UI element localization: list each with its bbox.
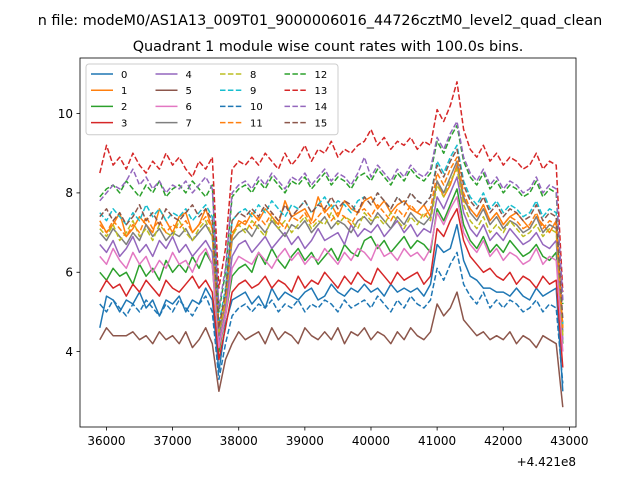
legend-label-15: 15 xyxy=(315,118,328,129)
x-tick-label: 42000 xyxy=(484,434,522,448)
series-line-11 xyxy=(99,156,564,329)
series-line-2 xyxy=(99,188,564,353)
legend-label-5: 5 xyxy=(186,86,192,97)
series-layer xyxy=(99,81,564,408)
legend-label-8: 8 xyxy=(250,70,256,81)
series-line-5 xyxy=(99,291,564,408)
series-line-14 xyxy=(99,120,564,309)
legend-label-4: 4 xyxy=(186,70,192,81)
legend-label-7: 7 xyxy=(186,118,192,129)
legend-label-13: 13 xyxy=(315,86,328,97)
series-line-0 xyxy=(99,223,564,392)
y-tick-label: 4 xyxy=(65,345,73,359)
series-line-8 xyxy=(99,168,564,336)
series-line-4 xyxy=(99,176,564,345)
legend-label-9: 9 xyxy=(250,86,256,97)
series-line-6 xyxy=(99,196,564,352)
legend-label-2: 2 xyxy=(121,102,127,113)
x-tick-label: 43000 xyxy=(550,434,588,448)
x-tick-label: 39000 xyxy=(286,434,324,448)
x-tick-label: 38000 xyxy=(220,434,258,448)
x-axis-offset-label: +4.421e8 xyxy=(517,455,576,469)
figure-suptitle: n file: modeM0/AS1A13_009T01_9000006016_… xyxy=(38,13,603,29)
legend-label-14: 14 xyxy=(315,102,328,113)
chart-title: Quadrant 1 module wise count rates with … xyxy=(133,39,524,55)
y-tick-label: 8 xyxy=(65,186,73,200)
axes-frame xyxy=(79,57,577,428)
legend-label-12: 12 xyxy=(315,70,328,81)
legend-label-0: 0 xyxy=(121,70,127,81)
series-line-3 xyxy=(99,208,564,368)
y-tick-label: 10 xyxy=(58,107,73,121)
x-tick-label: 37000 xyxy=(153,434,191,448)
x-tick-label: 40000 xyxy=(352,434,390,448)
y-axis: 4 6 8 10 xyxy=(58,107,80,359)
x-tick-label: 41000 xyxy=(418,434,456,448)
legend-label-3: 3 xyxy=(121,118,127,129)
plot-area: 36000 37000 38000 39000 40000 41000 42000 43000… xyxy=(58,57,588,469)
y-tick-label: 6 xyxy=(65,266,73,280)
legend-label-11: 11 xyxy=(250,118,263,129)
legend-label-6: 6 xyxy=(186,102,192,113)
series-line-7 xyxy=(99,160,564,337)
legend-label-1: 1 xyxy=(121,86,127,97)
x-tick-label: 36000 xyxy=(87,434,125,448)
series-line-9 xyxy=(99,144,564,325)
series-line-13 xyxy=(99,81,564,293)
series-line-12 xyxy=(99,124,564,313)
legend-label-10: 10 xyxy=(250,102,263,113)
x-axis: 36000 37000 38000 39000 40000 41000 42000 43000 xyxy=(87,427,588,448)
legend-box xyxy=(85,63,339,136)
series-line-10 xyxy=(99,251,564,384)
series-line-15 xyxy=(99,148,564,329)
